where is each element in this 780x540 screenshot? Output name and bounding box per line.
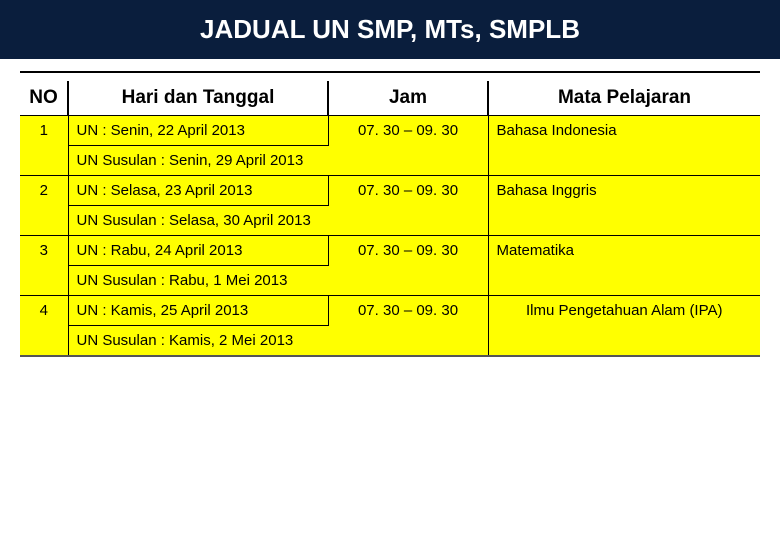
cell-time: 07. 30 – 09. 30 [328, 296, 488, 357]
table-row: 3UN : Rabu, 24 April 201307. 30 – 09. 30… [20, 236, 760, 266]
cell-subject: Ilmu Pengetahuan Alam (IPA) [488, 296, 760, 357]
cell-time: 07. 30 – 09. 30 [328, 236, 488, 296]
cell-date-susulan: UN Susulan : Kamis, 2 Mei 2013 [68, 326, 328, 357]
cell-time: 07. 30 – 09. 30 [328, 176, 488, 236]
header-subject: Mata Pelajaran [488, 81, 760, 116]
cell-date-susulan: UN Susulan : Senin, 29 April 2013 [68, 146, 328, 176]
cell-date-susulan: UN Susulan : Rabu, 1 Mei 2013 [68, 266, 328, 296]
cell-no: 2 [20, 176, 68, 236]
cell-no: 4 [20, 296, 68, 357]
cell-subject: Matematika [488, 236, 760, 296]
divider [20, 71, 760, 73]
cell-date-main: UN : Selasa, 23 April 2013 [68, 176, 328, 206]
header-time: Jam [328, 81, 488, 116]
cell-subject: Bahasa Indonesia [488, 116, 760, 176]
table-row: 2UN : Selasa, 23 April 201307. 30 – 09. … [20, 176, 760, 206]
cell-no: 3 [20, 236, 68, 296]
table-body: 1UN : Senin, 22 April 201307. 30 – 09. 3… [20, 116, 760, 357]
cell-date-susulan: UN Susulan : Selasa, 30 April 2013 [68, 206, 328, 236]
cell-date-main: UN : Kamis, 25 April 2013 [68, 296, 328, 326]
schedule-table-wrap: NO Hari dan Tanggal Jam Mata Pelajaran 1… [0, 81, 780, 357]
table-row: 4UN : Kamis, 25 April 201307. 30 – 09. 3… [20, 296, 760, 326]
page-title: JADUAL UN SMP, MTs, SMPLB [0, 0, 780, 59]
cell-date-main: UN : Rabu, 24 April 2013 [68, 236, 328, 266]
cell-date-main: UN : Senin, 22 April 2013 [68, 116, 328, 146]
header-no: NO [20, 81, 68, 116]
cell-subject: Bahasa Inggris [488, 176, 760, 236]
cell-time: 07. 30 – 09. 30 [328, 116, 488, 176]
schedule-table: NO Hari dan Tanggal Jam Mata Pelajaran 1… [20, 81, 760, 357]
table-row: 1UN : Senin, 22 April 201307. 30 – 09. 3… [20, 116, 760, 146]
header-date: Hari dan Tanggal [68, 81, 328, 116]
table-header-row: NO Hari dan Tanggal Jam Mata Pelajaran [20, 81, 760, 116]
cell-no: 1 [20, 116, 68, 176]
